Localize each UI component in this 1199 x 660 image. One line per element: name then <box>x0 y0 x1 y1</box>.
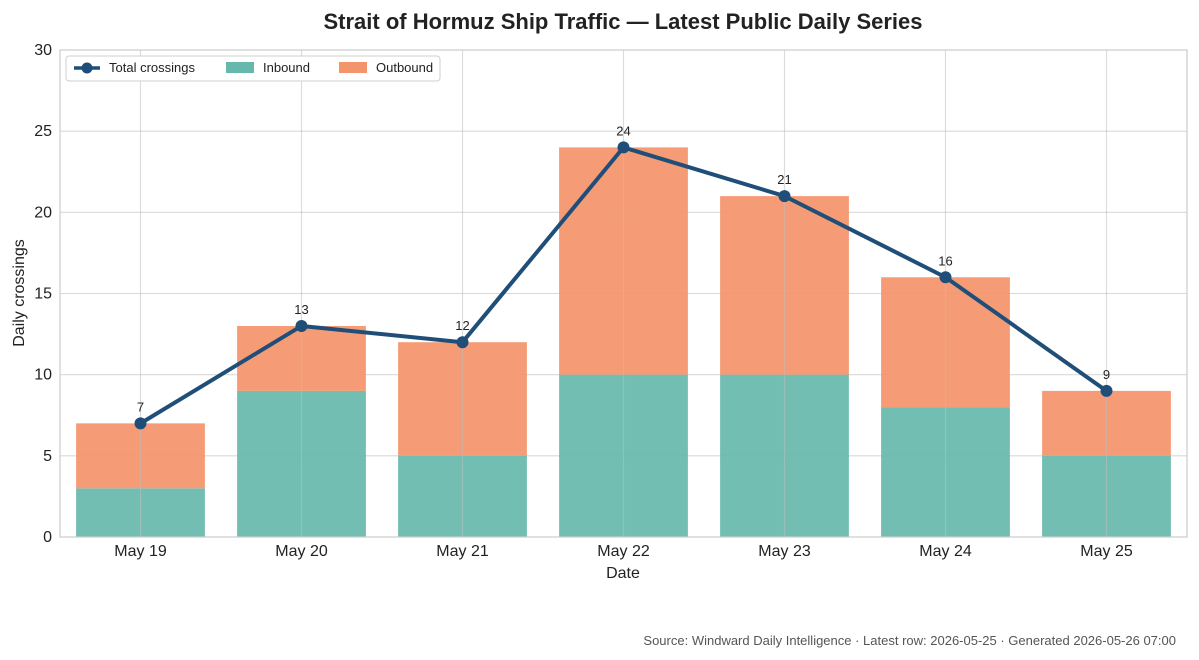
y-tick-labels: 0 5 10 15 20 25 30 <box>34 42 52 546</box>
total-data-label: 21 <box>777 172 791 187</box>
x-tick-label: May 21 <box>436 543 489 560</box>
total-data-label: 9 <box>1103 367 1110 382</box>
total-crossings-point <box>1100 384 1113 397</box>
y-tick-label: 15 <box>34 286 52 303</box>
plot-frame <box>59 49 1188 538</box>
x-tick-label: May 20 <box>275 543 328 560</box>
x-tick-label: May 25 <box>1080 543 1133 560</box>
total-data-label: 12 <box>455 318 469 333</box>
y-axis-label: Daily crossings <box>11 239 28 347</box>
chart-title: Strait of Hormuz Ship Traffic — Latest P… <box>323 9 922 34</box>
x-tick-label: May 22 <box>597 543 650 560</box>
y-tick-label: 10 <box>34 367 52 384</box>
legend-outbound-swatch <box>339 62 367 73</box>
x-tick-label: May 23 <box>758 543 811 560</box>
total-data-label: 7 <box>137 399 144 414</box>
legend-inbound-swatch <box>226 62 254 73</box>
y-tick-label: 30 <box>34 42 52 59</box>
x-tick-labels: May 19 May 20 May 21 May 22 May 23 May 24 May … <box>114 543 1133 560</box>
legend: Total crossings Inbound Outbound <box>65 55 441 82</box>
legend-inbound-label: Inbound <box>263 60 310 75</box>
legend-total-label: Total crossings <box>109 60 195 75</box>
y-tick-label: 0 <box>43 529 52 546</box>
x-gridlines-over-bars <box>139 50 1108 537</box>
total-data-label: 24 <box>616 123 630 138</box>
y-tick-label: 20 <box>34 204 52 221</box>
data-label-layer: 7 13 12 24 21 16 9 <box>137 123 1110 414</box>
total-crossings-point <box>778 190 791 203</box>
y-tick-label: 25 <box>34 123 52 140</box>
total-crossings-point <box>134 417 147 430</box>
line-layer <box>134 141 1113 430</box>
total-crossings-point <box>295 319 308 332</box>
total-data-label: 16 <box>938 253 952 268</box>
total-crossings-point <box>939 271 952 284</box>
x-tick-label: May 19 <box>114 543 167 560</box>
source-note: Source: Windward Daily Intelligence · La… <box>643 633 1176 648</box>
y-tick-label: 5 <box>43 448 52 465</box>
total-crossings-point <box>617 141 630 154</box>
legend-outbound-label: Outbound <box>376 60 433 75</box>
x-tick-label: May 24 <box>919 543 972 560</box>
total-data-label: 13 <box>294 302 308 317</box>
total-crossings-point <box>456 336 469 349</box>
x-axis-label: Date <box>606 565 640 582</box>
legend-total-marker <box>81 62 93 74</box>
